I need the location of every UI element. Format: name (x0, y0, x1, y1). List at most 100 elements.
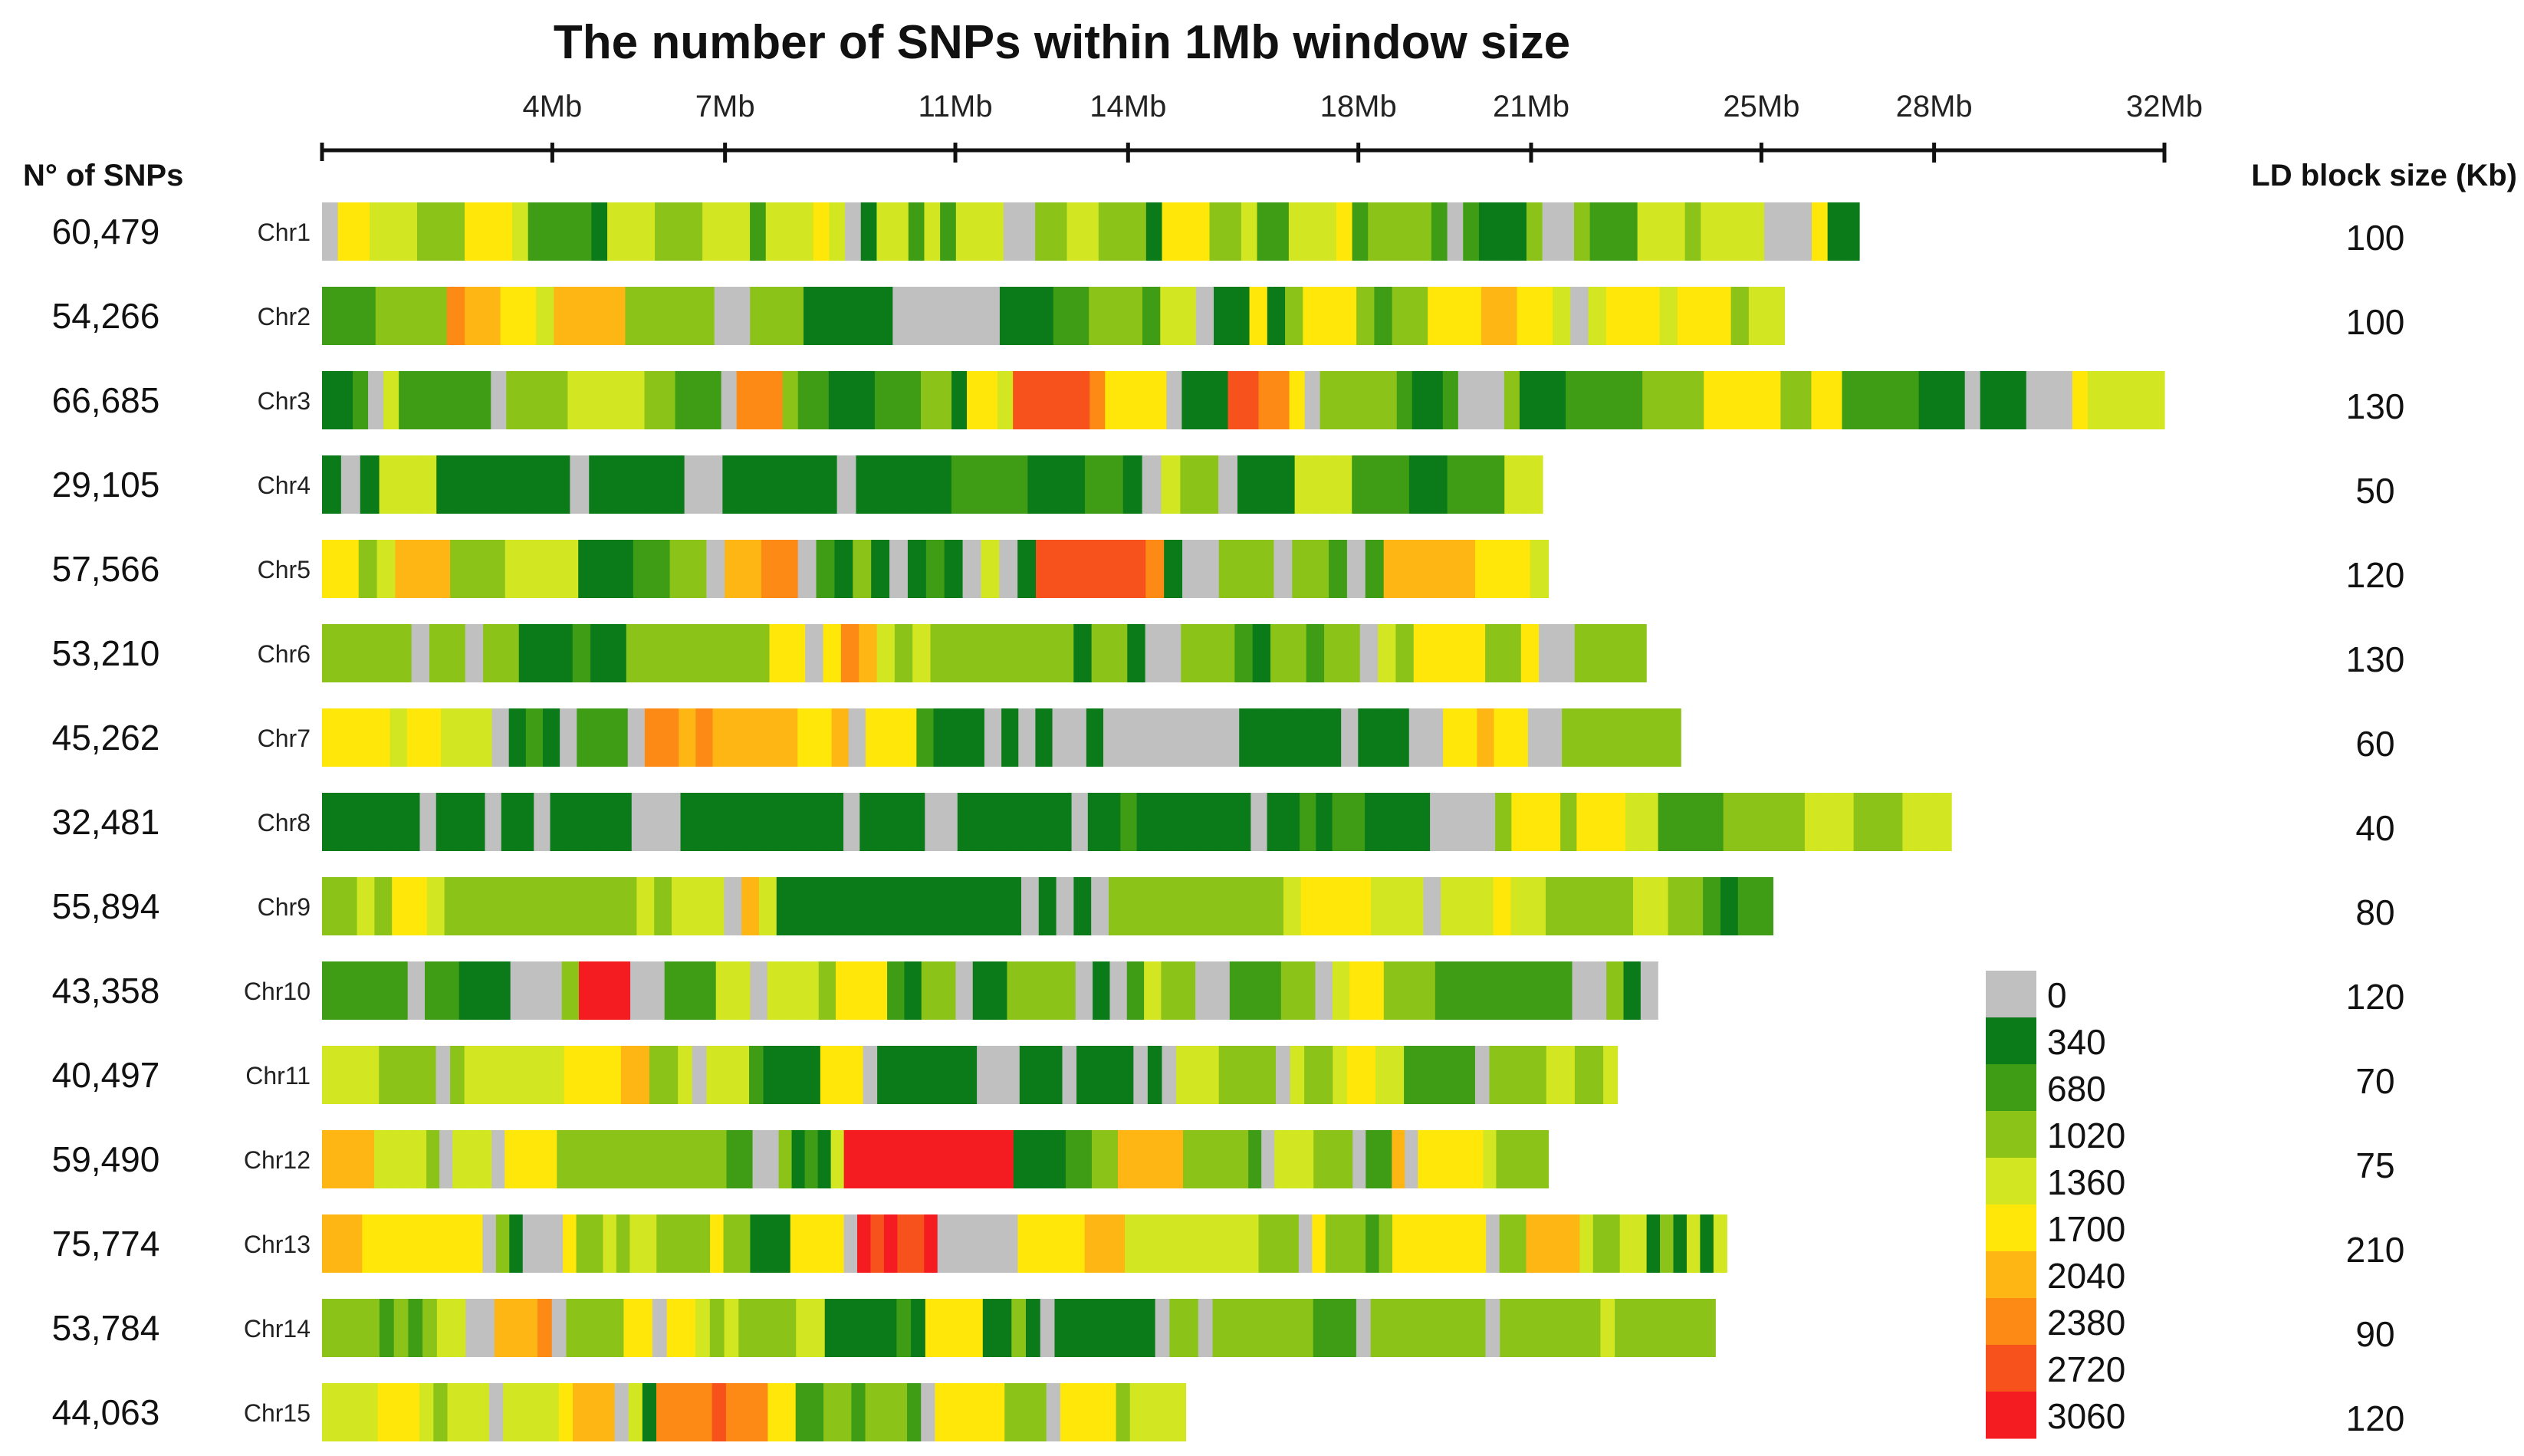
density-segment (1294, 455, 1315, 514)
chromosome-row-chr11: 40,497 Chr11 70 (52, 1046, 2395, 1104)
density-segment (374, 1130, 388, 1188)
density-segment (1381, 793, 1398, 851)
density-segment (338, 793, 356, 851)
snp-count: 40,497 (52, 1055, 160, 1095)
density-segment (1737, 877, 1757, 935)
density-segment (1677, 287, 1696, 345)
density-segment (1320, 287, 1339, 345)
density-segment (1358, 708, 1376, 767)
density-segment (1428, 455, 1448, 514)
density-segment (579, 961, 596, 1020)
density-segment (322, 793, 339, 851)
density-segment (1316, 793, 1333, 851)
density-segment (1695, 287, 1714, 345)
density-segment (1180, 455, 1200, 514)
density-segment (1231, 287, 1250, 345)
density-segment (881, 877, 899, 935)
density-segment (322, 1130, 336, 1188)
density-segment (336, 1046, 351, 1104)
density-segment (1117, 1130, 1132, 1188)
density-segment (798, 455, 819, 514)
density-segment (536, 1214, 550, 1273)
density-segment (1022, 793, 1040, 851)
density-segment (1633, 1214, 1648, 1273)
density-segment (1405, 1214, 1420, 1273)
density-segment (446, 287, 465, 345)
density-segment (710, 1214, 725, 1273)
density-segment (989, 455, 1010, 514)
density-segment (1949, 371, 1966, 429)
density-segment (1218, 793, 1235, 851)
density-segment (1027, 455, 1047, 514)
density-segment (649, 1046, 665, 1104)
density-segment (566, 793, 583, 851)
chromosome-row-chr1: 60,479 Chr1 100 (52, 202, 2404, 261)
density-segment (1572, 961, 1590, 1020)
density-bar (322, 1046, 1619, 1104)
density-segment (475, 1383, 490, 1441)
density-segment (1318, 877, 1336, 935)
density-segment (1270, 624, 1289, 682)
density-segment (951, 371, 968, 429)
density-segment (1511, 793, 1529, 851)
density-segment (857, 1214, 872, 1273)
density-segment (1615, 877, 1634, 935)
density-segment (1570, 287, 1589, 345)
density-segment (682, 961, 699, 1020)
ld-block-size: 70 (2355, 1061, 2394, 1101)
density-segment (1352, 1214, 1366, 1273)
density-segment (1475, 540, 1494, 598)
density-segment (1298, 1214, 1313, 1273)
density-segment (1592, 1214, 1607, 1273)
density-segment (1483, 1130, 1497, 1188)
density-segment (839, 287, 858, 345)
ld-block-size: 120 (2346, 1398, 2405, 1438)
density-segment (537, 624, 556, 682)
density-segment (1342, 624, 1361, 682)
density-segment (1668, 202, 1686, 261)
density-segment (1396, 371, 1413, 429)
density-segment (1621, 202, 1638, 261)
density-segment (1162, 624, 1181, 682)
x-tick-label: 32Mb (2126, 90, 2203, 123)
density-segment (458, 708, 475, 767)
density-segment (867, 1299, 883, 1357)
chromosome-row-chr9: 55,894 Chr9 80 (52, 877, 2395, 935)
density-segment (801, 961, 820, 1020)
density-segment (1673, 371, 1689, 429)
density-segment (1503, 624, 1522, 682)
density-segment (1643, 1299, 1658, 1357)
density-segment (882, 708, 900, 767)
density-segment (1494, 202, 1511, 261)
density-segment (860, 202, 878, 261)
density-segment (684, 455, 705, 514)
density-segment (566, 1299, 581, 1357)
density-segment (1140, 1299, 1156, 1357)
density-segment (674, 1130, 689, 1188)
density-segment (1765, 371, 1781, 429)
density-segment (1039, 1130, 1053, 1188)
density-bar (322, 371, 2165, 429)
density-segment (1142, 287, 1161, 345)
density-segment (1472, 1214, 1487, 1273)
density-segment (1267, 287, 1286, 345)
density-segment (1154, 708, 1172, 767)
density-segment (1144, 1130, 1158, 1188)
density-segment (1120, 371, 1136, 429)
density-segment (607, 287, 626, 345)
density-segment (1241, 1299, 1257, 1357)
density-segment (725, 540, 744, 598)
density-segment (932, 455, 952, 514)
density-segment (571, 287, 590, 345)
density-segment (664, 961, 682, 1020)
density-segment (527, 202, 544, 261)
density-segment (392, 877, 410, 935)
density-segment (1059, 371, 1075, 429)
density-segment (1853, 793, 1871, 851)
density-segment (726, 1130, 741, 1188)
density-segment (489, 1383, 504, 1441)
density-segment (706, 540, 725, 598)
density-segment (1499, 287, 1518, 345)
density-segment (1036, 540, 1055, 598)
